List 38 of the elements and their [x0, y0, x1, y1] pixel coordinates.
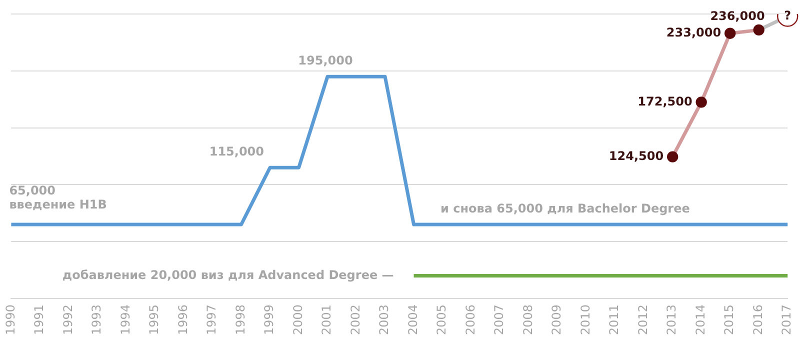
x-tick-label: 2011 — [607, 304, 622, 336]
x-tick-label: 2002 — [348, 304, 362, 336]
x-tick-label: 2004 — [406, 304, 420, 336]
x-tick-label: 2012 — [636, 304, 650, 336]
x-tick-label: 2000 — [290, 304, 305, 336]
annotation: и снова 65,000 для Bachelor Degree — [440, 202, 690, 216]
x-tick-label: 1996 — [176, 304, 190, 336]
x-tick-label: 2009 — [550, 304, 564, 336]
annotation: добавление 20,000 виз для Advanced Degree — — [62, 268, 394, 282]
data-label: 172,500 — [638, 94, 692, 108]
x-tick-label: 1994 — [118, 304, 132, 336]
x-tick-label: 1998 — [233, 304, 248, 336]
annotation: 65,000 — [9, 184, 56, 198]
x-tick-label: 1997 — [204, 304, 219, 336]
x-tick-label: 1999 — [262, 304, 276, 336]
data-label: 236,000 — [710, 8, 765, 23]
x-tick-label: 2013 — [664, 304, 679, 336]
x-tick-label: 2014 — [693, 304, 708, 336]
x-tick-label: 1995 — [147, 304, 162, 336]
x-tick-label: 1990 — [3, 304, 18, 336]
annotation: введение H1B — [9, 198, 107, 212]
x-tick-label: 2007 — [492, 304, 506, 336]
x-tick-label: 1991 — [32, 304, 46, 336]
annotation: 115,000 — [209, 144, 264, 159]
x-tick-label: 2016 — [750, 304, 765, 336]
x-tick-label: 2001 — [320, 304, 334, 336]
data-label: 233,000 — [666, 25, 722, 40]
x-tick-label: 2005 — [434, 304, 449, 336]
data-label: 124,500 — [608, 148, 664, 163]
x-tick-label: 2010 — [578, 304, 592, 336]
x-tick-label: 2003 — [377, 304, 392, 336]
annotation: 195,000 — [298, 54, 353, 68]
x-tick-label: 2017 — [780, 304, 794, 336]
x-tick-label: 1992 — [60, 304, 75, 336]
x-tick-label: 2006 — [463, 304, 478, 336]
x-tick-label: 2008 — [520, 304, 535, 336]
x-tick-label: 1993 — [90, 304, 104, 336]
x-tick-label: 2015 — [722, 304, 736, 336]
